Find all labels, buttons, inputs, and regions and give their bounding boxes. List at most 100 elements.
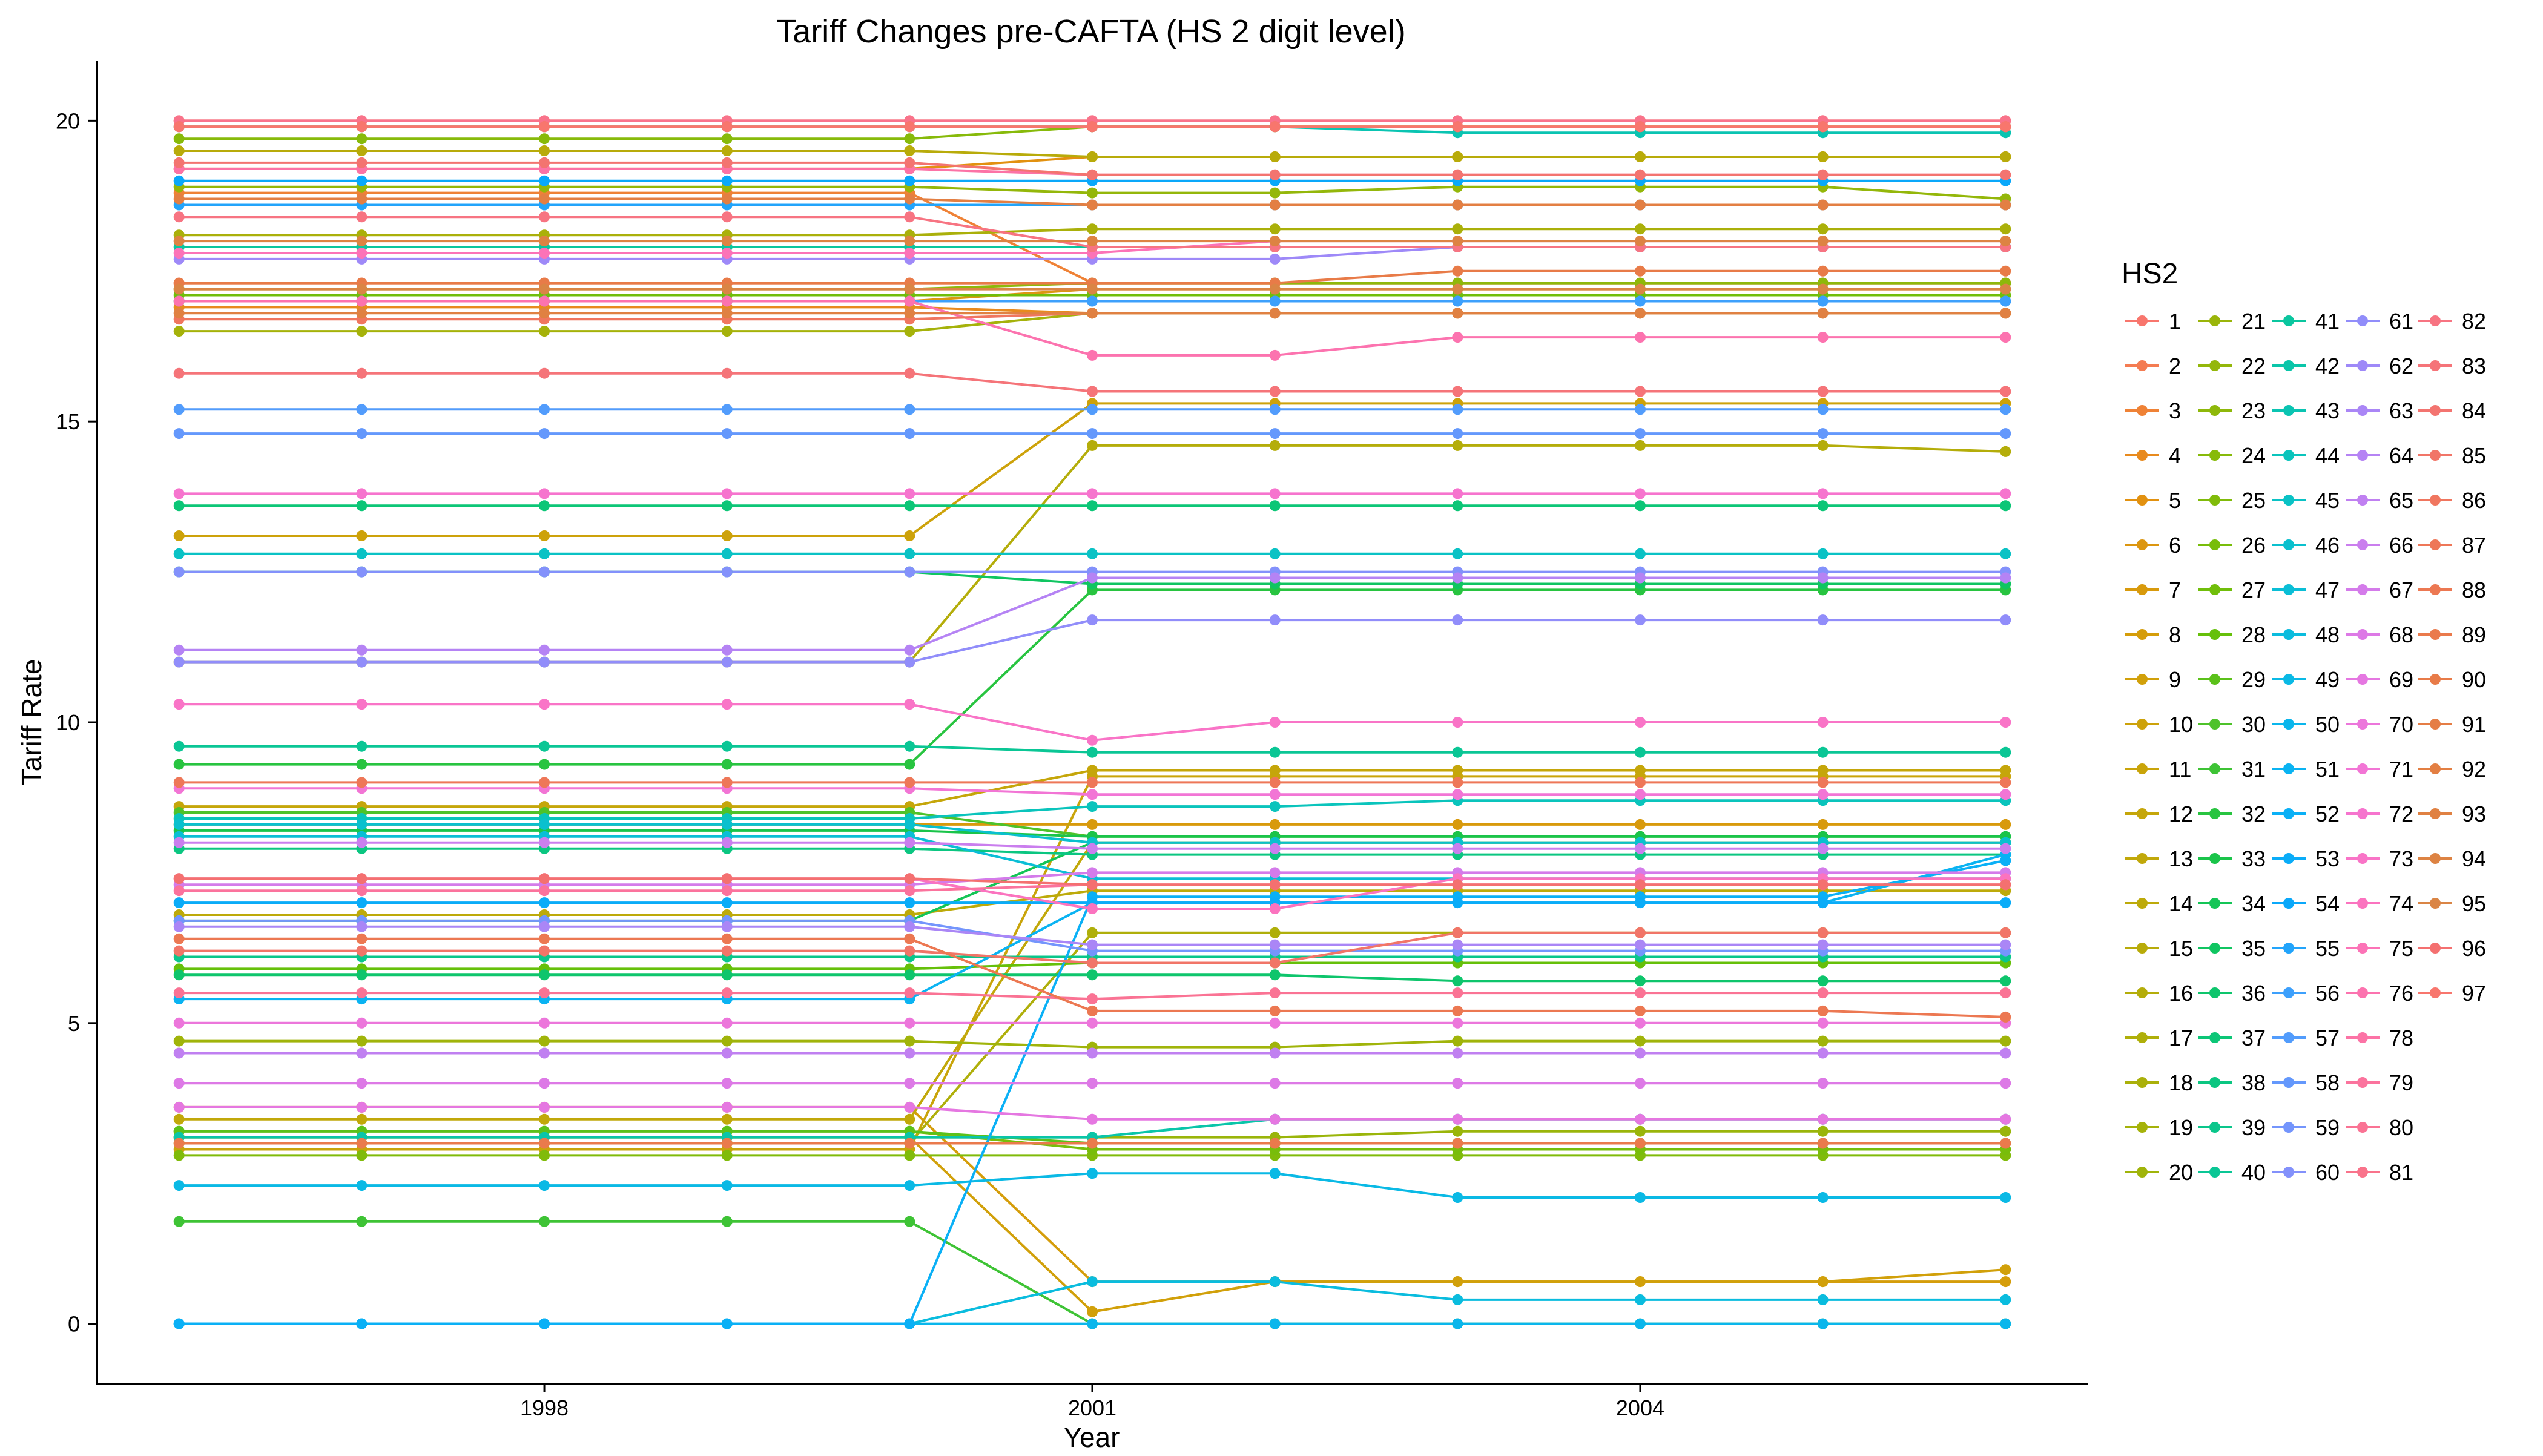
legend-item-hs65: 65 [2346,488,2413,513]
data-point-hs57-2003 [1452,404,1463,415]
legend-item-hs58: 58 [2272,1070,2340,1095]
data-point-hs40-2006 [2000,746,2011,758]
data-point-hs18-2001 [1087,223,1098,235]
data-point-hs93-2003 [1452,308,1463,319]
legend-label: 24 [2241,443,2266,468]
legend-item-hs22: 22 [2198,354,2266,378]
data-point-hs54-1996 [173,175,185,186]
data-point-hs73-2004 [1635,717,1646,728]
data-point-hs87-2006 [2000,777,2011,788]
data-point-hs68-2005 [1817,1078,1829,1089]
data-point-hs69-2006 [2000,1113,2011,1125]
data-point-hs75-1997 [356,248,368,259]
legend-label: 64 [2389,443,2413,468]
data-point-hs20-2006 [2000,1035,2011,1047]
data-point-hs84-1997 [356,157,368,168]
data-point-hs69-1996 [173,1101,185,1113]
legend-key-dot [2137,1077,2148,1088]
data-point-hs82-1999 [721,211,733,223]
data-point-hs15-2005 [1817,151,1829,162]
legend-key-dot [2137,539,2148,550]
data-point-hs80-1998 [539,987,550,999]
data-point-hs19-1999 [721,326,733,337]
data-point-hs37-2001 [1087,500,1098,512]
data-point-hs83-1998 [539,367,550,379]
legend-label: 94 [2462,846,2486,871]
data-point-hs37-2002 [1269,500,1281,512]
legend-item-hs86: 86 [2418,488,2486,513]
data-point-hs87-2002 [1269,777,1281,788]
data-point-hs9-2006 [2000,1264,2011,1276]
data-point-hs93-1996 [173,308,185,319]
legend-item-hs41: 41 [2272,309,2340,334]
legend-item-hs26: 26 [2198,533,2266,558]
data-point-hs95-2003 [1452,283,1463,295]
data-point-hs83-2002 [1269,386,1281,397]
legend-label: 84 [2462,398,2486,423]
data-point-hs12-2001 [1087,765,1098,776]
legend-label: 17 [2169,1026,2193,1050]
x-tick-label: 1998 [520,1395,569,1420]
legend-key-dot [2430,853,2441,864]
legend-key-dot [2430,943,2441,954]
data-point-hs16-2002 [1269,440,1281,451]
data-point-hs85-2004 [1635,927,1646,938]
data-point-hs58-1997 [356,428,368,440]
data-point-hs83-2006 [2000,386,2011,397]
legend-label: 32 [2241,802,2266,826]
data-point-hs46-1998 [539,819,550,830]
data-point-hs83-1999 [721,367,733,379]
data-point-hs76-2002 [1269,349,1281,361]
legend-item-hs19: 19 [2125,1115,2193,1140]
data-point-hs97-1997 [356,121,368,133]
data-point-hs49-1996 [173,1180,185,1191]
data-point-hs44-2001 [1087,801,1098,812]
data-point-hs75-1996 [173,248,185,259]
data-point-hs64-2000 [904,644,915,656]
data-point-hs83-2001 [1087,386,1098,397]
data-point-hs72-1999 [721,488,733,499]
data-point-hs15-2001 [1087,151,1098,162]
data-point-hs52-2006 [2000,855,2011,866]
legend-item-hs39: 39 [2198,1115,2266,1140]
data-point-hs60-1996 [173,566,185,578]
data-point-hs82-1997 [356,211,368,223]
data-point-hs76-2000 [904,295,915,307]
data-point-hs74-2001 [1087,903,1098,914]
data-point-hs15-1999 [721,145,733,156]
legend-label: 45 [2315,488,2340,513]
legend-label: 58 [2315,1070,2340,1095]
data-point-hs57-2005 [1817,404,1829,415]
data-point-hs84-1999 [721,157,733,168]
data-point-hs21-2006 [2000,1125,2011,1137]
legend-item-hs61: 61 [2346,309,2413,334]
data-point-hs69-2005 [1817,1113,1829,1125]
data-point-hs85-2002 [1269,957,1281,969]
data-point-hs57-2000 [904,404,915,415]
data-point-hs9-2005 [1817,1276,1829,1288]
data-point-hs54-1999 [721,175,733,186]
data-point-hs85-2000 [904,945,915,957]
data-point-hs66-2001 [1087,843,1098,854]
legend-label: 40 [2241,1160,2266,1185]
legend-label: 55 [2315,936,2340,961]
data-point-hs63-2004 [1635,939,1646,950]
data-point-hs63-2005 [1817,939,1829,950]
data-point-hs79-1999 [721,885,733,897]
legend-label: 26 [2241,533,2266,558]
legend-key-dot [2137,1122,2148,1133]
legend-item-hs1: 1 [2125,309,2181,334]
data-point-hs58-2002 [1269,428,1281,440]
data-point-hs25-2000 [904,1150,915,1161]
legend-item-hs54: 54 [2272,891,2340,916]
legend-key-dot [2357,360,2368,371]
legend-label: 29 [2241,667,2266,692]
data-point-hs66-2002 [1269,843,1281,854]
data-point-hs89-2003 [1452,1138,1463,1149]
data-point-hs93-2004 [1635,308,1646,319]
legend-item-hs93: 93 [2418,802,2486,826]
data-point-hs76-2001 [1087,349,1098,361]
data-point-hs74-2002 [1269,903,1281,914]
legend-key-dot [2283,495,2294,506]
y-axis-title: Tariff Rate [16,659,47,786]
